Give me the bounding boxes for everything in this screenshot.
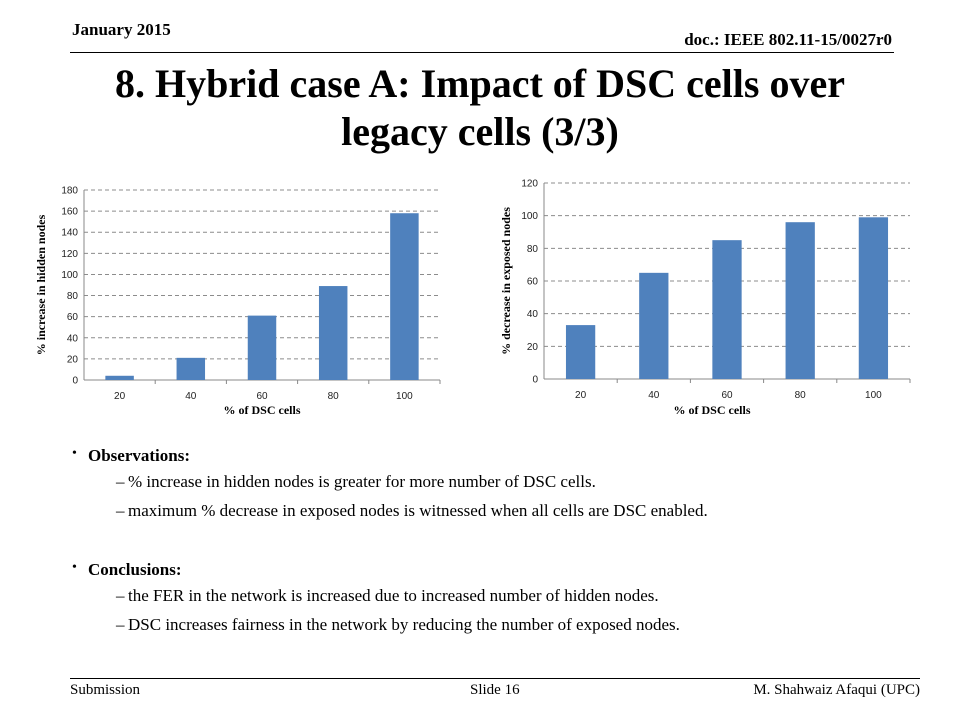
chart-hidden-nodes: 0 20 40 60 80 100 120 140 160 180 20 40 60 80 100 % of …: [30, 180, 450, 425]
bar: [390, 213, 419, 380]
y-tick-label: 120: [61, 249, 78, 260]
x-tick-label: 40: [185, 391, 197, 402]
observations-heading: Observations:: [88, 446, 190, 465]
bullet-icon: •: [72, 560, 77, 575]
y-axis-title: % increase in hidden nodes: [34, 214, 48, 355]
conclusion-item: – the FER in the network is increased du…: [70, 586, 910, 615]
slide-title: 8. Hybrid case A: Impact of DSC cells ov…: [60, 60, 900, 156]
bar: [785, 222, 815, 379]
chart-hidden-nodes-svg: 0 20 40 60 80 100 120 140 160 180 20 40 60 80 100 % of …: [34, 186, 441, 417]
bar: [712, 240, 742, 379]
y-tick-label: 0: [532, 375, 538, 386]
bar: [105, 375, 134, 380]
observations-heading-row: • Observations:: [70, 446, 910, 472]
y-tick-label: 100: [61, 270, 78, 281]
conclusion-text: DSC increases fairness in the network by…: [128, 615, 680, 634]
x-tick-label: 40: [648, 390, 660, 401]
footer-author: M. Shahwaiz Afaqui (UPC): [753, 682, 920, 698]
x-tick-label: 60: [721, 390, 733, 401]
y-tick-label: 0: [72, 376, 78, 387]
y-tick-label: 80: [67, 291, 79, 302]
conclusion-text: the FER in the network is increased due …: [128, 586, 659, 605]
observation-text: maximum % decrease in exposed nodes is w…: [128, 501, 708, 520]
x-tick-label: 60: [256, 391, 268, 402]
y-tick-label: 60: [527, 277, 539, 288]
y-tick-label: 40: [527, 309, 539, 320]
x-tick-label: 20: [575, 390, 587, 401]
findings-list: • Observations: – % increase in hidden n…: [70, 446, 910, 644]
conclusions-heading-row: • Conclusions:: [70, 560, 910, 586]
y-tick-label: 20: [527, 342, 539, 353]
conclusions-heading: Conclusions:: [88, 560, 182, 579]
y-axis-title: % decrease in exposed nodes: [499, 207, 513, 355]
header-rule: [70, 52, 894, 53]
dash-icon: –: [116, 586, 125, 605]
y-tick-label: 120: [521, 179, 538, 190]
bar: [565, 325, 596, 379]
bar: [858, 217, 889, 379]
bar: [639, 272, 669, 379]
x-axis-title: % of DSC cells: [224, 403, 301, 417]
footer-submission: Submission: [70, 682, 141, 698]
x-tick-label: 100: [396, 391, 413, 402]
x-tick-label: 100: [865, 390, 882, 401]
bar: [318, 286, 348, 380]
observation-text: % increase in hidden nodes is greater fo…: [128, 472, 596, 491]
slide-title-line-2: legacy cells (3/3): [341, 109, 619, 154]
observation-item: – maximum % decrease in exposed nodes is…: [70, 501, 910, 530]
observation-item: – % increase in hidden nodes is greater …: [70, 472, 910, 501]
slide-title-line-1: 8. Hybrid case A: Impact of DSC cells ov…: [115, 61, 845, 106]
header-date: January 2015: [72, 20, 171, 39]
bullet-icon: •: [72, 446, 77, 461]
dash-icon: –: [116, 501, 125, 520]
y-tick-label: 60: [67, 312, 79, 323]
x-axis-title: % of DSC cells: [674, 403, 751, 417]
y-tick-label: 140: [61, 228, 78, 239]
footer-rule: [70, 678, 920, 679]
bar: [247, 315, 277, 380]
header-doc-id: doc.: IEEE 802.11-15/0027r0: [684, 30, 892, 49]
y-tick-label: 20: [67, 354, 79, 365]
dash-icon: –: [116, 615, 125, 634]
footer-slide-number: Slide 16: [470, 682, 520, 698]
y-tick-label: 40: [67, 333, 79, 344]
y-tick-label: 180: [61, 186, 78, 197]
x-tick-label: 20: [114, 391, 126, 402]
chart-exposed-nodes-svg: 0 20 40 60 80 100 120 20 40 60 80 100 % of DSC cells…: [499, 179, 911, 417]
y-tick-label: 80: [527, 244, 539, 255]
x-tick-label: 80: [328, 391, 340, 402]
chart-exposed-nodes: 0 20 40 60 80 100 120 20 40 60 80 100 % of DSC cells…: [492, 172, 920, 427]
dash-icon: –: [116, 472, 125, 491]
conclusion-item: – DSC increases fairness in the network …: [70, 615, 910, 644]
y-tick-label: 100: [521, 211, 538, 222]
x-tick-label: 80: [795, 390, 807, 401]
bar: [176, 357, 206, 380]
y-tick-label: 160: [61, 207, 78, 218]
